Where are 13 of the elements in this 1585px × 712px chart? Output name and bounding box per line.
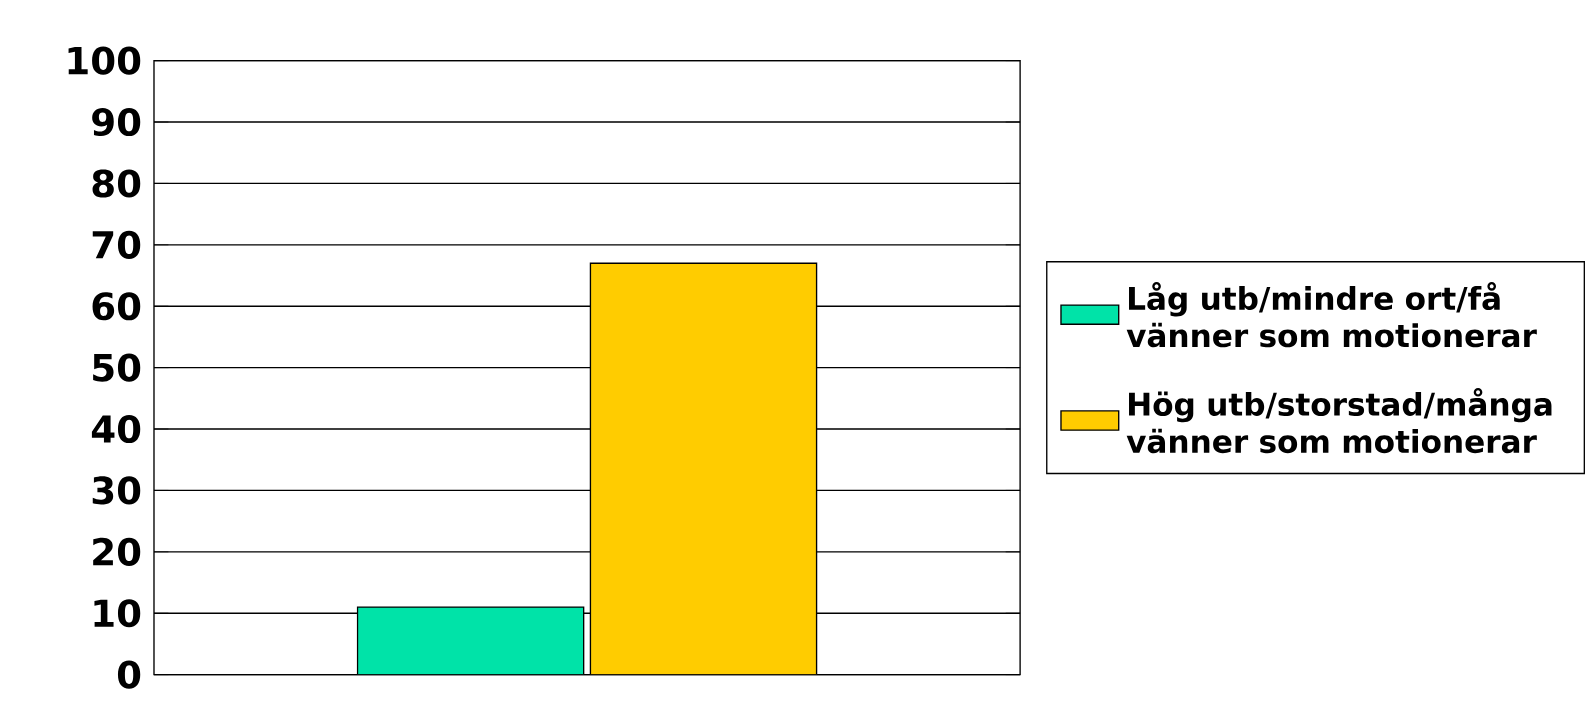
y-tick-label: 20 [93, 537, 141, 566]
y-tick-label: 0 [117, 660, 141, 689]
y-tick-label: 50 [93, 353, 141, 382]
y-tick-label: 90 [92, 107, 141, 136]
y-tick-label: 10 [94, 599, 141, 628]
y-tick-label: 30 [92, 476, 141, 505]
y-tick-label: 60 [92, 292, 141, 321]
y-tick-label: 80 [92, 169, 141, 198]
y-tick-label: 40 [91, 414, 141, 443]
y-tick-label: 100 [68, 46, 141, 75]
legend-label: Låg utb/mindre ort/få vänner som motionerar [1126, 281, 1537, 348]
legend-label: Hög utb/storstad/många vänner som motionerar [1126, 387, 1552, 454]
y-tick-label: 70 [92, 230, 141, 259]
